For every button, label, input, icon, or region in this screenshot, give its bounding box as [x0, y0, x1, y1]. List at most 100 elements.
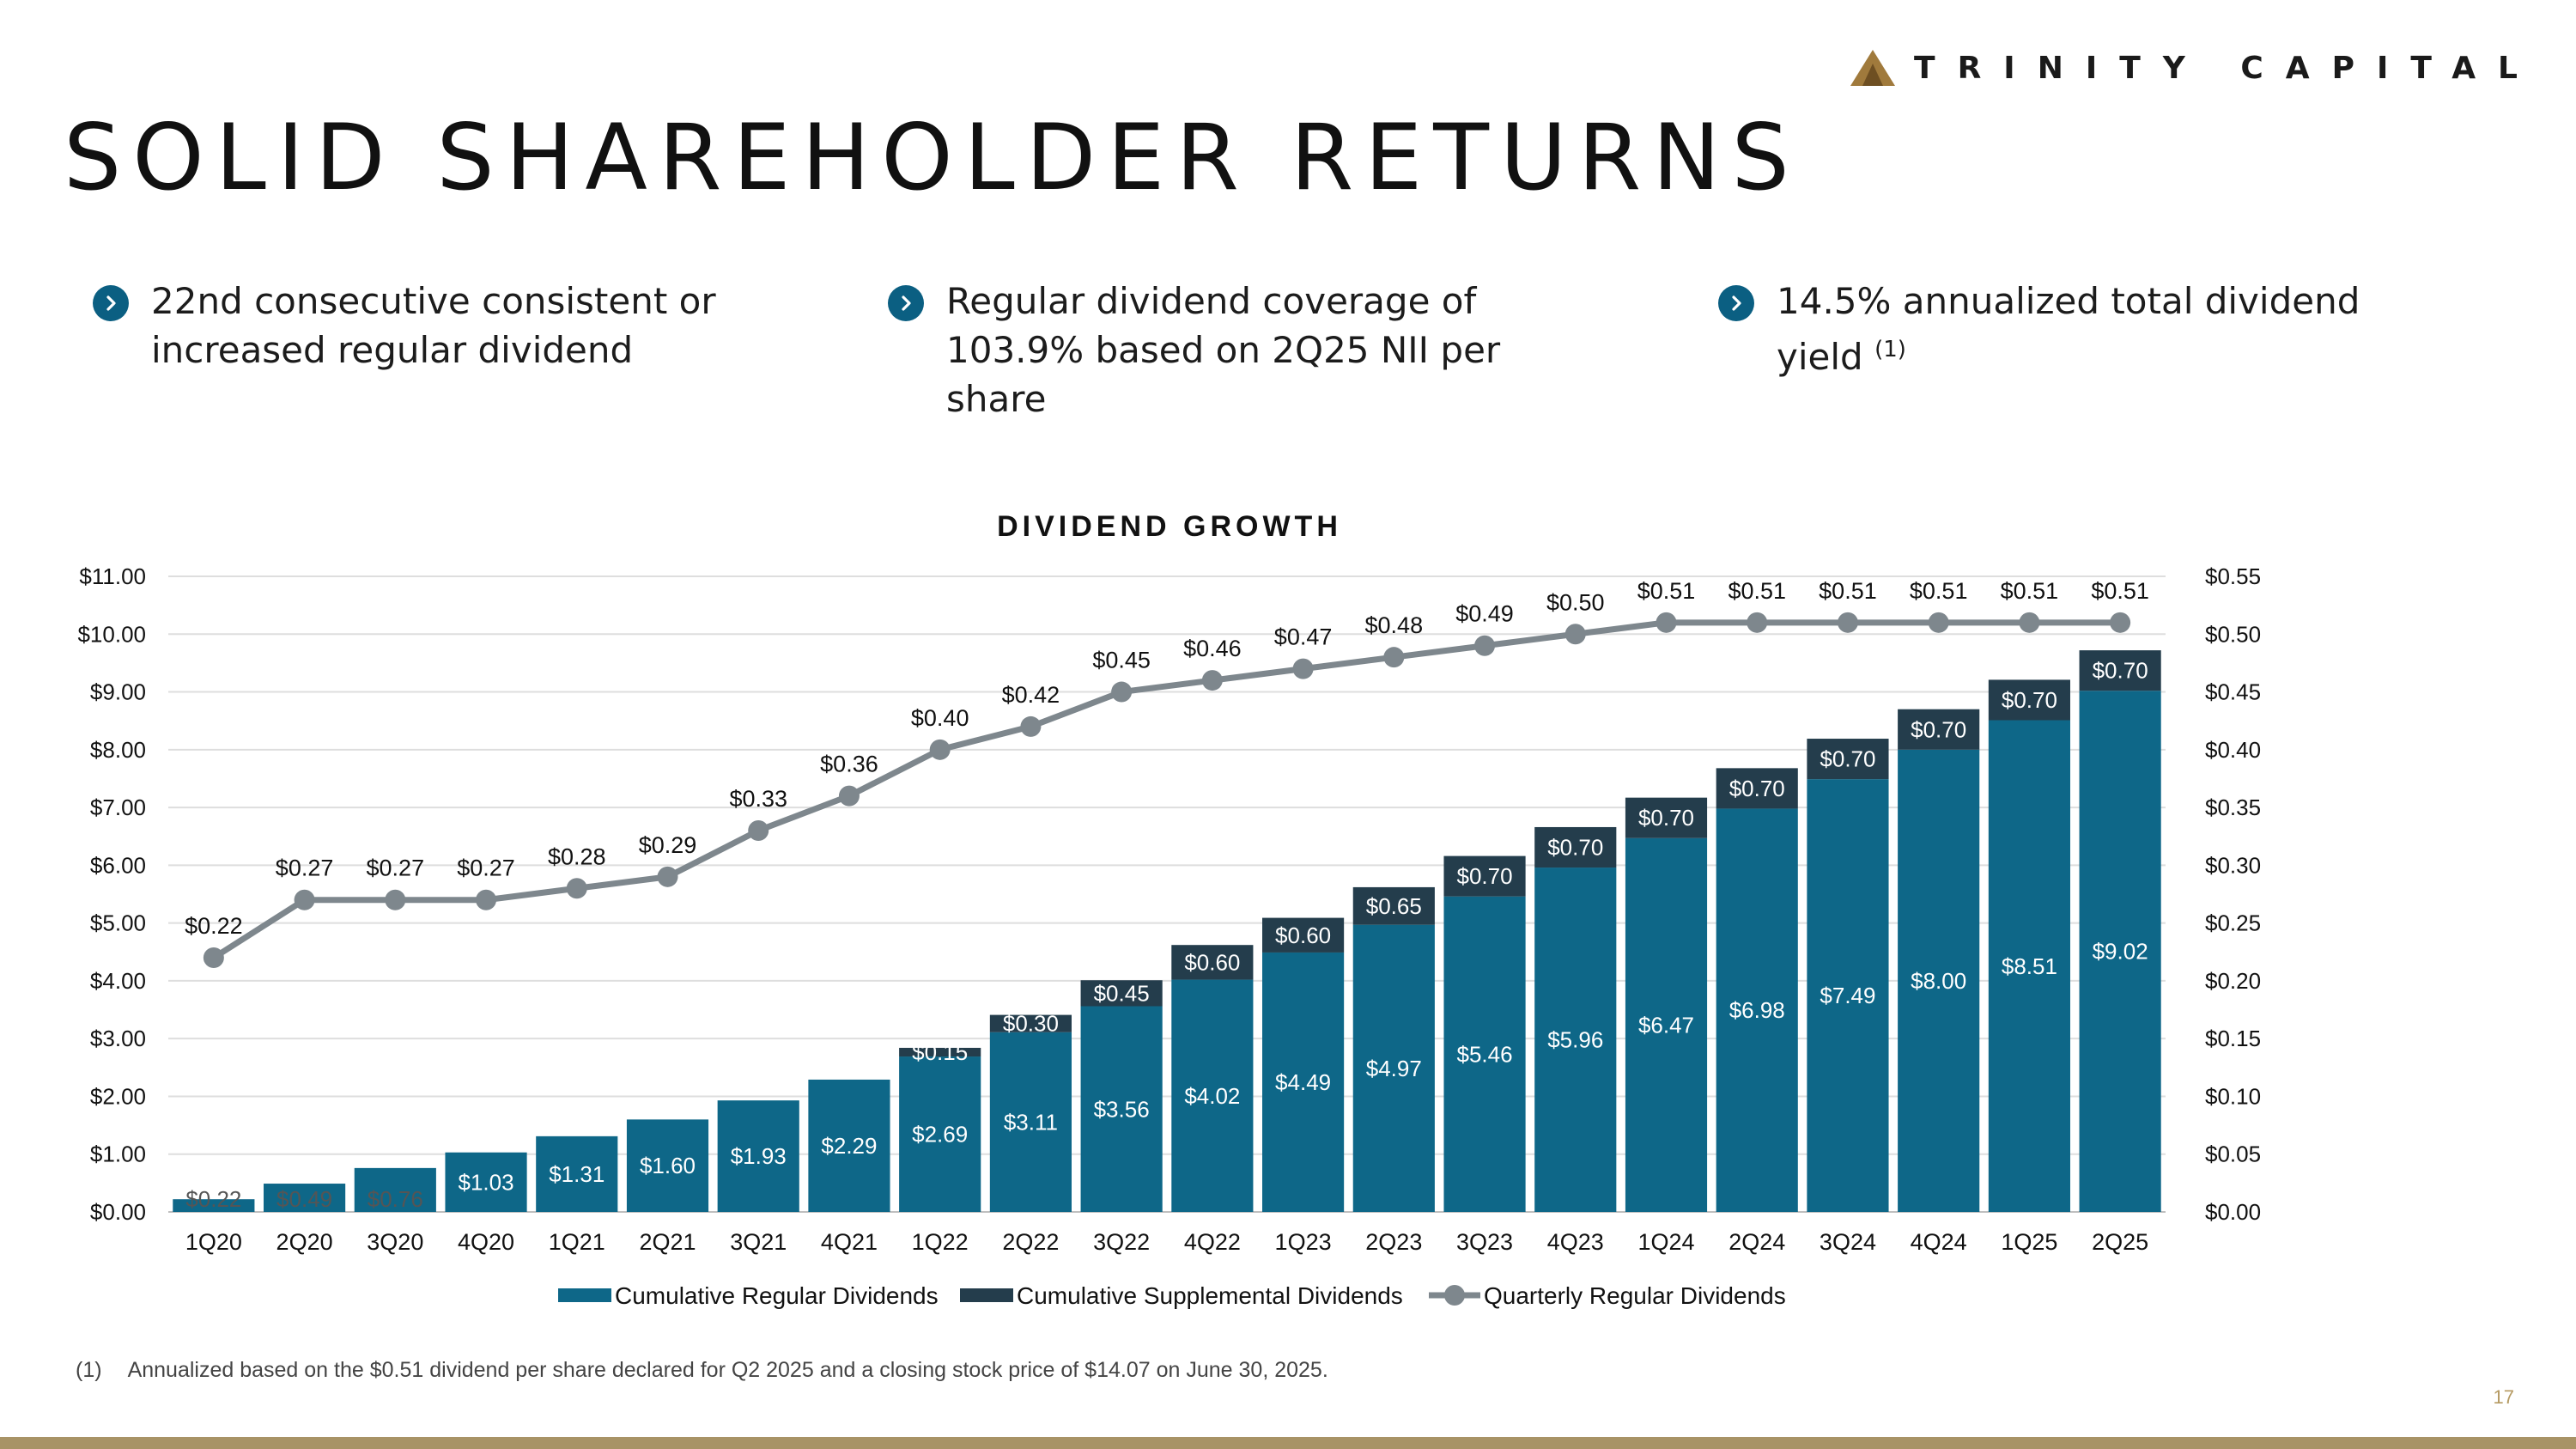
supplemental-data-label: $0.70 [1457, 863, 1513, 889]
x-tick-label: 4Q21 [821, 1229, 878, 1255]
quarterly-dividend-point [1474, 635, 1496, 656]
regular-data-label: $1.03 [459, 1169, 514, 1195]
regular-dividend-bar [717, 1100, 799, 1212]
supplemental-dividend-bar [989, 1014, 1072, 1032]
footnote-number: (1) [76, 1358, 102, 1382]
quarterly-data-label: $0.40 [911, 705, 969, 731]
regular-dividend-bar [1625, 837, 1708, 1212]
supplemental-dividend-bar [899, 1047, 981, 1057]
regular-dividend-bar [1716, 808, 1798, 1212]
quarterly-dividend-point [294, 889, 315, 910]
regular-data-label: $4.02 [1184, 1083, 1240, 1109]
regular-data-label: $0.22 [185, 1186, 241, 1212]
supplemental-data-label: $0.70 [1729, 776, 1785, 801]
regular-dividend-bar [1352, 924, 1435, 1212]
bottom-accent-bar [0, 1437, 2576, 1449]
x-tick-label: 3Q22 [1093, 1229, 1150, 1255]
quarterly-data-label: $0.27 [367, 855, 425, 881]
x-tick-label: 2Q25 [2092, 1229, 2148, 1255]
regular-data-label: $5.46 [1457, 1041, 1513, 1067]
y-left-tick-label: $6.00 [90, 852, 146, 878]
quarterly-dividend-point [1747, 612, 1768, 633]
regular-data-label: $1.93 [731, 1143, 787, 1169]
y-left-tick-label: $4.00 [90, 968, 146, 994]
quarterly-dividend-point [566, 878, 587, 899]
quarterly-data-label: $0.51 [1637, 578, 1696, 604]
y-left-tick-label: $5.00 [90, 910, 146, 936]
quarterly-data-label: $0.51 [1728, 578, 1786, 604]
x-tick-label: 1Q24 [1637, 1229, 1694, 1255]
legend-label-supplemental: Cumulative Supplemental Dividends [1017, 1282, 1403, 1309]
regular-dividend-bar [1080, 1006, 1163, 1212]
quarterly-dividend-point [1383, 647, 1405, 668]
quarterly-data-label: $0.47 [1274, 624, 1333, 650]
supplemental-dividend-bar [1080, 980, 1163, 1007]
y-right-tick-label: $0.55 [2205, 563, 2261, 589]
footnote: (1) Annualized based on the $0.51 dividen… [76, 1358, 1328, 1383]
regular-dividend-bar [989, 1032, 1072, 1212]
quarterly-data-label: $0.36 [820, 752, 878, 777]
quarterly-dividend-point [1928, 612, 1949, 633]
supplemental-data-label: $0.70 [1911, 716, 1966, 742]
supplemental-data-label: $0.15 [912, 1039, 968, 1065]
bullet-text-main: 14.5% annualized total dividend yield [1777, 280, 2360, 378]
y-left-tick-label: $8.00 [90, 737, 146, 763]
chevron-right-icon [93, 285, 129, 321]
quarterly-dividend-point [1837, 612, 1858, 633]
legend-swatch-supplemental [960, 1288, 1013, 1302]
quarterly-dividend-point [657, 866, 678, 887]
page-number: 17 [2493, 1386, 2514, 1408]
regular-data-label: $4.97 [1366, 1056, 1422, 1081]
y-left-tick-label: $1.00 [90, 1142, 146, 1167]
regular-dividend-bar [1262, 952, 1345, 1212]
y-right-tick-label: $0.05 [2205, 1142, 2261, 1167]
x-tick-label: 1Q25 [2001, 1229, 2057, 1255]
x-tick-label: 2Q23 [1365, 1229, 1422, 1255]
bullet-item: Regular dividend coverage of 103.9% base… [888, 277, 1599, 423]
regular-dividend-bar [1534, 868, 1617, 1212]
brand-logo: TRINITY CAPITAL [1849, 48, 2540, 88]
regular-dividend-bar [1171, 979, 1254, 1212]
quarterly-data-label: $0.33 [729, 786, 787, 812]
quarterly-dividend-point [1564, 624, 1586, 645]
regular-data-label: $9.02 [2093, 939, 2148, 965]
quarterly-dividend-line [211, 619, 2121, 960]
supplemental-dividend-bar [1988, 679, 2070, 721]
quarterly-data-label: $0.46 [1183, 636, 1242, 661]
quarterly-data-label: $0.50 [1546, 589, 1605, 615]
regular-data-label: $1.31 [549, 1161, 605, 1187]
supplemental-dividend-bar [1898, 709, 1980, 750]
y-left-tick-label: $7.00 [90, 795, 146, 820]
x-tick-label: 3Q23 [1456, 1229, 1513, 1255]
regular-dividend-bar [354, 1167, 436, 1212]
supplemental-dividend-bar [1443, 855, 1526, 897]
quarterly-data-label: $0.51 [2001, 578, 2059, 604]
quarterly-dividend-point [748, 820, 769, 841]
quarterly-data-label: $0.42 [1002, 682, 1060, 708]
brand-name: TRINITY CAPITAL [1914, 50, 2540, 86]
x-tick-label: 4Q23 [1547, 1229, 1604, 1255]
supplemental-data-label: $0.70 [2093, 658, 2148, 684]
regular-data-label: $0.76 [368, 1186, 423, 1212]
bullet-text: 22nd consecutive consistent or increased… [151, 280, 716, 371]
supplemental-data-label: $0.70 [1638, 805, 1694, 831]
regular-dividend-bar [1443, 896, 1526, 1212]
y-left-tick-label: $3.00 [90, 1026, 146, 1051]
quarterly-dividend-point [929, 739, 951, 760]
supplemental-dividend-bar [1807, 739, 1889, 780]
quarterly-dividend-point [1292, 658, 1314, 679]
chevron-right-icon [888, 285, 924, 321]
regular-data-label: $8.51 [2002, 953, 2057, 979]
bullet-item: 22nd consecutive consistent or increased… [93, 277, 804, 374]
y-left-tick-label: $9.00 [90, 679, 146, 705]
bullet-text: Regular dividend coverage of 103.9% base… [946, 280, 1501, 420]
x-tick-label: 1Q20 [185, 1229, 242, 1255]
quarterly-dividend-point [1201, 670, 1223, 691]
x-tick-label: 2Q21 [639, 1229, 696, 1255]
legend-label-regular: Cumulative Regular Dividends [615, 1282, 939, 1309]
supplemental-dividend-bar [1534, 826, 1617, 868]
chevron-right-icon [1718, 285, 1754, 321]
chart-title: DIVIDEND GROWTH [997, 510, 1342, 543]
quarterly-dividend-point [203, 947, 224, 968]
quarterly-dividend-point [1111, 681, 1133, 703]
